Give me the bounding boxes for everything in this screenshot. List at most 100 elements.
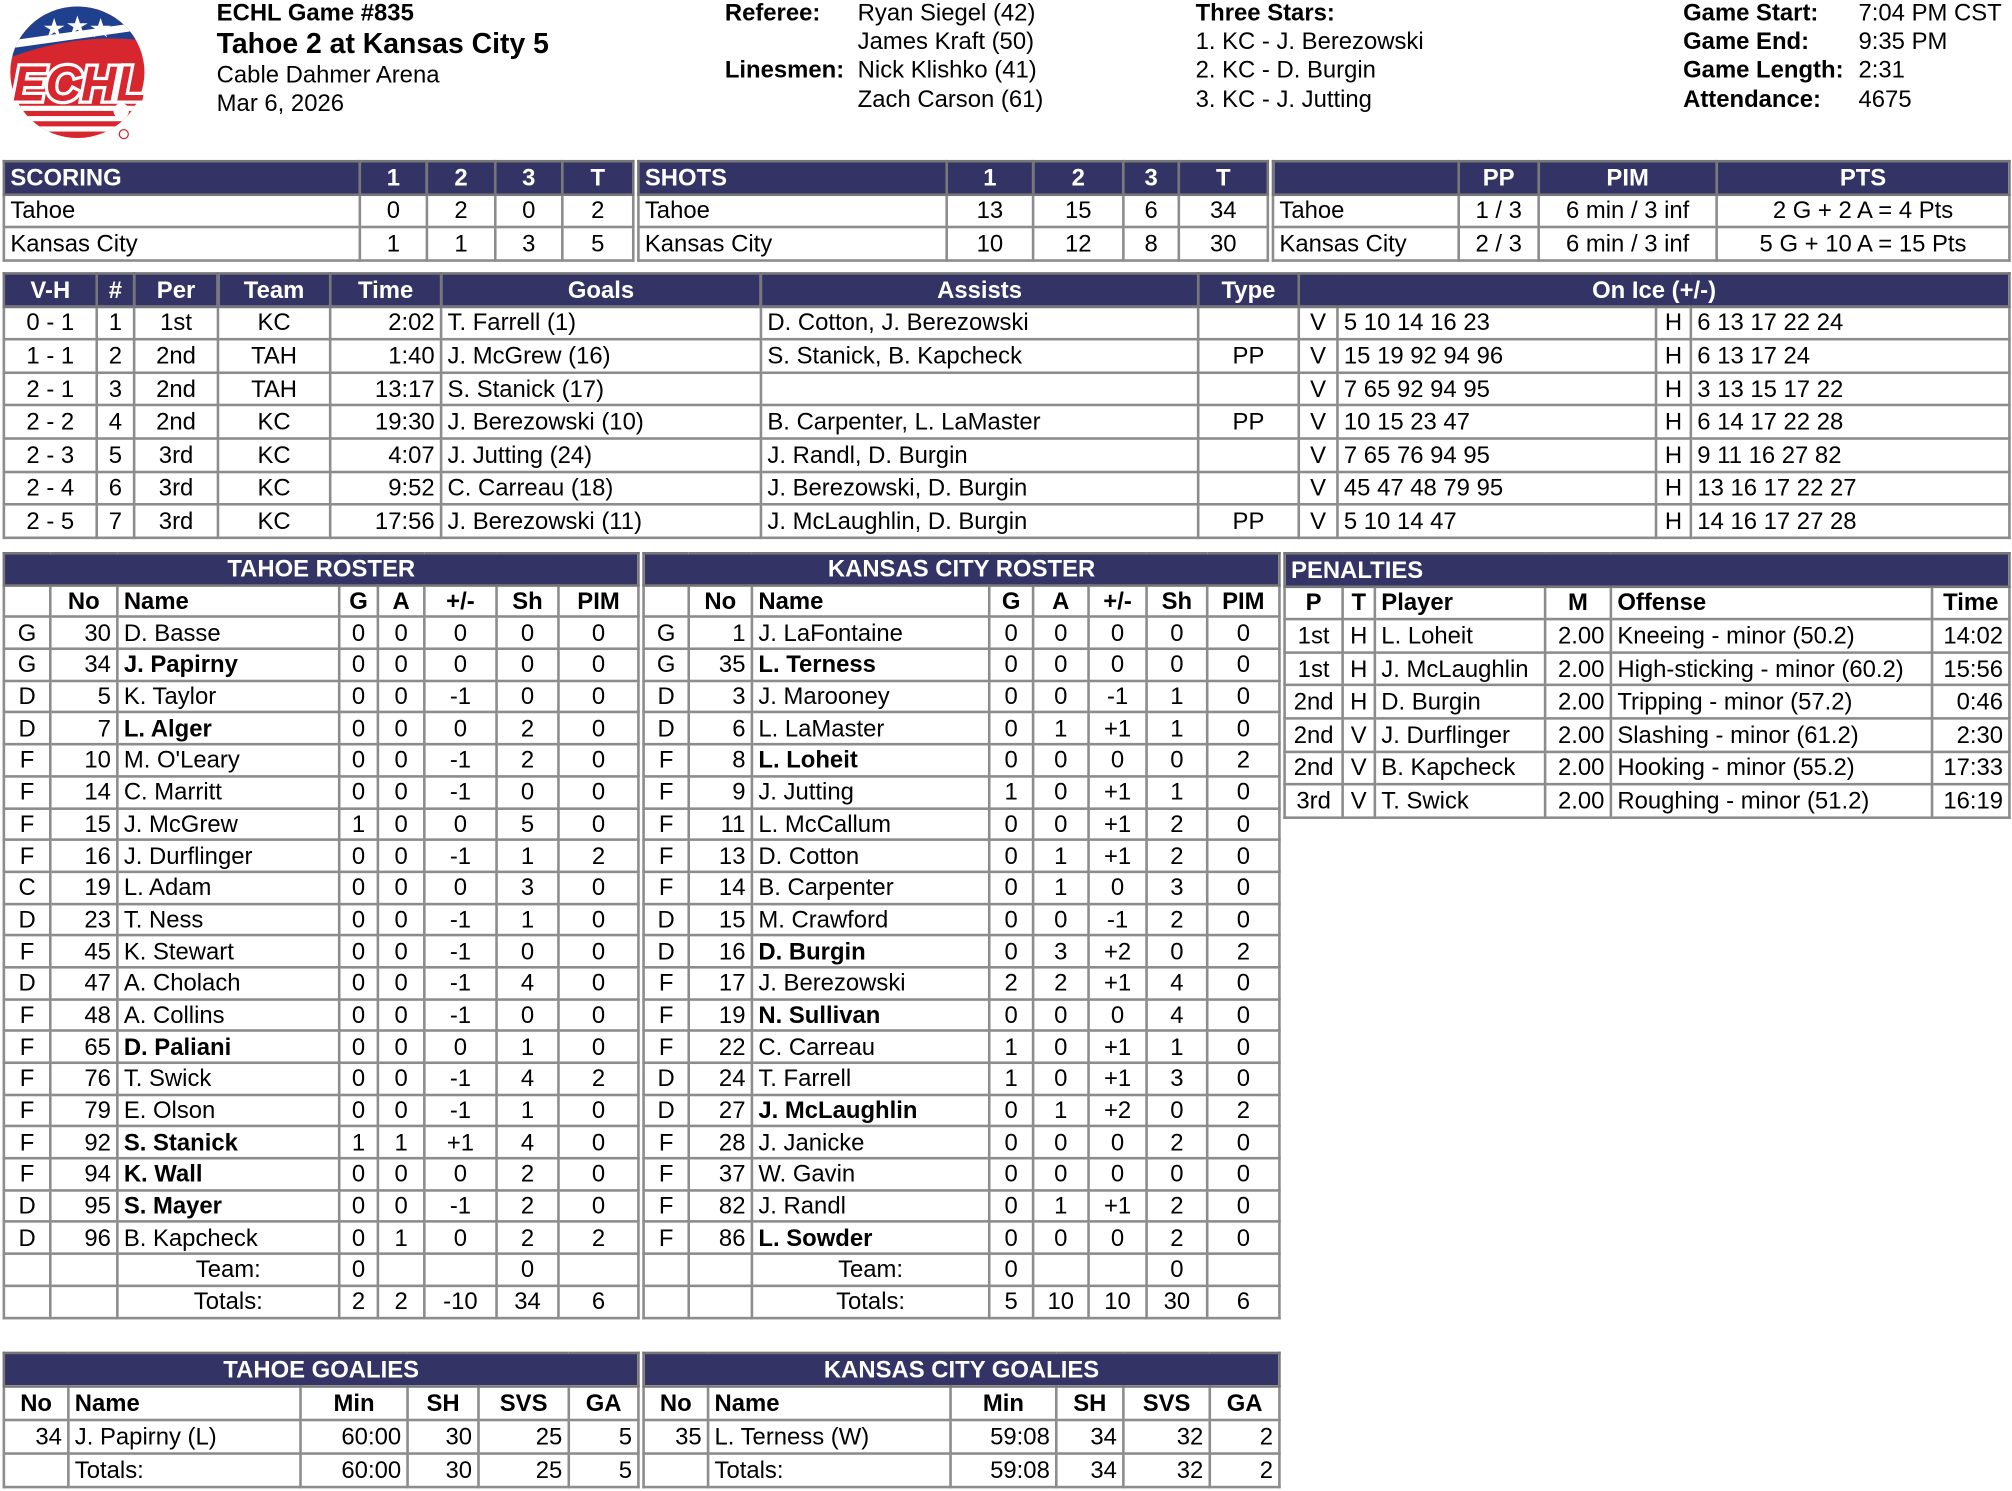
- table-cell: 0: [423, 1029, 498, 1065]
- table-cell: H: [1341, 651, 1377, 687]
- column-header: SH: [406, 1385, 480, 1422]
- table-cell: S. Mayer: [116, 1188, 341, 1224]
- table-cell: 19: [687, 997, 754, 1033]
- table-cell: J. McGrew (16): [439, 338, 763, 374]
- three-stars-label: Three Stars:: [1195, 0, 1335, 26]
- table-cell: 14 16 17 27 28: [1689, 503, 2011, 539]
- table-cell: J. Janicke: [750, 1125, 991, 1160]
- table-row: F 86 L. Sowder 0 0 0 2 0: [642, 1220, 1281, 1256]
- table-cell: 16: [687, 934, 754, 969]
- table-cell: 0: [1087, 1220, 1148, 1256]
- table-cell: 0: [1145, 1252, 1209, 1287]
- table-cell: D: [2, 1188, 52, 1224]
- column-header: [1271, 159, 1460, 196]
- table-cell: D: [642, 711, 691, 746]
- table-cell: 1: [358, 225, 429, 262]
- table-cell: 0: [495, 997, 560, 1033]
- table-cell: 0: [423, 806, 498, 842]
- table-cell: 4: [495, 1061, 560, 1096]
- echl-logo: ECHL: [10, 6, 150, 140]
- column-header: GA: [567, 1385, 640, 1422]
- penalties-table-title-row: PENALTIES: [1283, 552, 2011, 588]
- table-cell: 0: [423, 647, 498, 682]
- referee-label: Referee:: [724, 0, 821, 26]
- table-row: Kansas City 10 12 8 30: [637, 225, 1270, 262]
- table-cell: 3: [95, 371, 136, 407]
- table-cell: F: [642, 743, 691, 778]
- table-cell: PP: [1196, 503, 1301, 539]
- table-row: F 92 S. Stanick 1 1 +1 4 0: [2, 1125, 640, 1160]
- tahoe-roster-table-title: TAHOE ROSTER: [2, 552, 640, 587]
- tahoe-roster-table-header-row: No Name G A +/- Sh PIM: [2, 583, 640, 619]
- column-header: Offense: [1609, 585, 1934, 621]
- shots-table-header-row: SHOTS 1 2 3 T: [637, 159, 1270, 196]
- table-cell: TAH: [216, 371, 332, 407]
- column-header: Name: [116, 583, 341, 619]
- table-cell: 30: [406, 1452, 480, 1489]
- table-row: Totals: 60:00 30 25 5: [2, 1452, 640, 1489]
- table-cell: 25: [477, 1452, 571, 1489]
- table-cell: 2: [1145, 838, 1209, 873]
- table-cell: W. Gavin: [750, 1156, 991, 1192]
- table-cell: High-sticking - minor (60.2): [1609, 651, 1934, 687]
- table-cell: 1st: [1283, 618, 1344, 654]
- table-cell: L. LaMaster: [750, 711, 991, 746]
- table-cell: 0: [1205, 711, 1281, 746]
- table-cell: 0: [1031, 1220, 1090, 1256]
- table-cell: 2 / 3: [1457, 225, 1540, 262]
- column-header: T: [561, 159, 635, 196]
- table-cell: 25: [477, 1418, 571, 1455]
- table-cell: L. Adam: [116, 870, 341, 905]
- table-cell: 0: [987, 902, 1035, 937]
- table-cell: 34: [1055, 1418, 1125, 1455]
- table-cell: 7: [49, 711, 119, 746]
- table-cell: 2: [95, 338, 136, 374]
- table-cell: 1: [1031, 838, 1090, 873]
- table-cell: F: [642, 1220, 691, 1256]
- table-cell: Kansas City: [637, 225, 948, 262]
- table-cell: 2nd: [132, 338, 220, 374]
- column-header: [642, 583, 691, 619]
- table-row: Tahoe 0 2 0 2: [2, 192, 635, 229]
- table-cell: 0: [1205, 647, 1281, 682]
- star-2: 2. KC - D. Burgin: [1195, 55, 1376, 83]
- game-start-label: Game Start:: [1683, 0, 1819, 26]
- tahoe-roster-table-title-row: TAHOE ROSTER: [2, 552, 640, 587]
- scoring-table-header-row: SCORING 1 2 3 T: [2, 159, 635, 196]
- table-cell: V: [1297, 404, 1339, 440]
- table-cell: -1: [1087, 679, 1148, 714]
- table-cell: 1: [495, 838, 560, 873]
- table-cell: V: [1341, 717, 1377, 753]
- table-cell: [2, 1284, 52, 1319]
- table-cell: D: [2, 679, 52, 714]
- table-cell: 0: [376, 1061, 426, 1096]
- table-cell: 34: [1177, 192, 1270, 229]
- table-cell: 0: [557, 1156, 640, 1192]
- column-header: Sh: [495, 583, 560, 619]
- table-cell: 0: [557, 774, 640, 810]
- table-cell: 0: [423, 1156, 498, 1192]
- table-cell: J. Marooney: [750, 679, 991, 714]
- table-cell: 0: [376, 806, 426, 842]
- table-row: Totals: 2 2 -10 34 6: [2, 1284, 640, 1319]
- table-cell: 5: [95, 437, 136, 473]
- table-cell: 2: [495, 1188, 560, 1224]
- table-row: F 48 A. Collins 0 0 -1 0 0: [2, 997, 640, 1033]
- table-cell: -1: [423, 934, 498, 969]
- table-row: F 14 C. Marritt 0 0 -1 0 0: [2, 774, 640, 810]
- column-header: V-H: [2, 272, 99, 308]
- table-cell: L. Loheit: [1373, 618, 1547, 654]
- table-cell: V: [1297, 371, 1339, 407]
- table-cell: 24: [687, 1061, 754, 1096]
- table-cell: H: [1654, 470, 1693, 506]
- table-row: D 96 B. Kapcheck 0 1 0 2 2: [2, 1220, 640, 1256]
- table-cell: 2.00: [1543, 618, 1613, 654]
- table-cell: F: [642, 806, 691, 842]
- table-row: D 16 D. Burgin 0 3 +2 0 2: [642, 934, 1281, 969]
- table-cell: [1031, 1252, 1090, 1287]
- table-cell: 2: [557, 1061, 640, 1096]
- table-cell: -1: [423, 679, 498, 714]
- table-row: 35 L. Terness (W) 59:08 34 32 2: [642, 1418, 1281, 1455]
- table-cell: 2: [1208, 1452, 1281, 1489]
